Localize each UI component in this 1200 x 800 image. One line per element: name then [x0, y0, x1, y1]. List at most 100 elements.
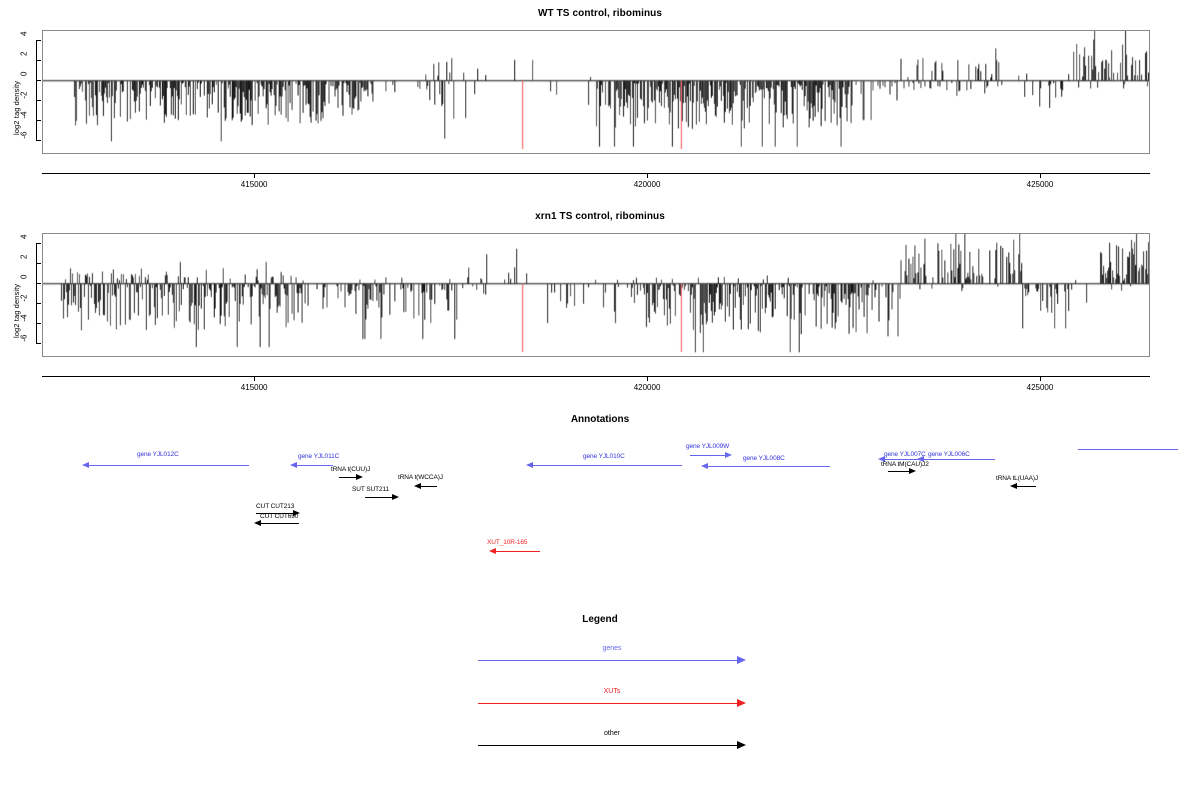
- x-tick-label: 425000: [1026, 180, 1054, 189]
- y-tick-label: -2: [19, 91, 29, 99]
- feature-line: [888, 471, 910, 472]
- y-tick-mark: [36, 120, 41, 121]
- feature-label: tRNA t(WCCA)J: [398, 474, 443, 481]
- x-axis-line-xrn1-track: [42, 376, 1150, 377]
- legend-label: genes: [602, 645, 622, 652]
- feature-line: [339, 477, 357, 478]
- y-tick-label: -2: [19, 294, 29, 302]
- x-tick-label: 415000: [240, 180, 268, 189]
- x-tick-mark: [254, 173, 256, 178]
- feature-arrowhead-right: [392, 494, 399, 500]
- x-tick-label: 420000: [633, 383, 661, 392]
- y-tick-label: -4: [19, 314, 29, 322]
- feature-arrowhead-left: [290, 462, 297, 468]
- feature-arrowhead-right: [356, 474, 363, 480]
- signal-canvas-wt: [43, 31, 1149, 153]
- x-tick-label: 420000: [633, 180, 661, 189]
- y-tick-label: 0: [19, 274, 29, 279]
- plot-area-xrn1: [42, 233, 1150, 357]
- legend-arrowhead-right: [737, 656, 746, 664]
- feature-arrowhead-left: [878, 456, 885, 462]
- feature-line: [296, 465, 333, 466]
- legend-title: Legend: [582, 614, 618, 625]
- feature-label: tRNA tM(CAU)J2: [881, 461, 929, 468]
- y-tick-label: -6: [19, 334, 29, 342]
- feature-line: [260, 523, 299, 524]
- feature-line: [420, 486, 437, 487]
- x-tick-label: 415000: [240, 383, 268, 392]
- y-tick-mark: [36, 140, 41, 141]
- feature-label: gene YJL008C: [743, 455, 785, 462]
- feature-arrowhead-left: [526, 462, 533, 468]
- x-tick-mark: [1039, 376, 1041, 381]
- legend-line: [478, 745, 740, 746]
- y-tick-mark: [36, 100, 41, 101]
- y-tick-mark: [36, 323, 41, 324]
- y-tick-mark: [36, 263, 41, 264]
- feature-label: SUT SUT211: [352, 486, 390, 493]
- y-tick-label: 2: [19, 51, 29, 56]
- y-tick-label: 2: [19, 254, 29, 259]
- y-tick-mark: [36, 80, 41, 81]
- feature-line: [532, 465, 682, 466]
- x-tick-mark: [647, 173, 649, 178]
- feature-label: XUT_10R-165: [487, 539, 528, 546]
- legend-row-other[interactable]: other: [478, 730, 746, 756]
- feature-label: gene YJL011C: [298, 453, 340, 460]
- feature-label: gene YJL009W: [686, 443, 730, 450]
- feature-line: [495, 551, 540, 552]
- feature-line: [690, 455, 726, 456]
- legend-panel: Legend genes XUTs other: [0, 605, 1200, 765]
- feature-arrowhead-left: [414, 483, 421, 489]
- y-tick-label: 4: [19, 234, 29, 239]
- legend-label: other: [604, 730, 620, 737]
- y-tick-mark: [36, 40, 41, 41]
- feature-line: [884, 459, 925, 460]
- feature-line: [365, 497, 393, 498]
- legend-row-XUTs[interactable]: XUTs: [478, 688, 746, 714]
- feature-label: gene YJL007C: [884, 451, 926, 458]
- feature-arrowhead-left: [82, 462, 89, 468]
- feature-line: [88, 465, 249, 466]
- feature-line: [1016, 486, 1036, 487]
- feature-arrowhead-right: [725, 452, 732, 458]
- y-tick-mark: [36, 60, 41, 61]
- y-tick-mark: [36, 343, 41, 344]
- x-tick-label: 425000: [1026, 383, 1054, 392]
- y-tick-label: 0: [19, 71, 29, 76]
- panel-title-xrn1: xrn1 TS control, ribominus: [535, 211, 665, 222]
- feature-label: tRNA tL(UAA)J: [996, 475, 1039, 482]
- y-axis-line-xrn1-track: [36, 243, 37, 343]
- x-tick-mark: [1039, 173, 1041, 178]
- feature-arrowhead-left: [917, 456, 924, 462]
- y-axis-line-wt-track: [36, 40, 37, 140]
- x-tick-mark: [647, 376, 649, 381]
- signal-canvas-xrn1: [43, 234, 1149, 356]
- y-tick-mark: [36, 303, 41, 304]
- feature-label: gene YJL006C: [928, 451, 970, 458]
- legend-row-genes[interactable]: genes: [478, 645, 746, 671]
- panel-title-wt: WT TS control, ribominus: [537, 8, 663, 19]
- feature-arrowhead-right: [293, 510, 300, 516]
- feature-label: gene YJL012C: [137, 451, 179, 458]
- x-axis-line-wt-track: [42, 173, 1150, 174]
- legend-arrowhead-right: [737, 741, 746, 749]
- feature-line: [1078, 449, 1178, 450]
- annotations-title: Annotations: [570, 414, 630, 425]
- feature-label: tRNA t(CUU)J: [331, 466, 371, 473]
- feature-line: [707, 466, 830, 467]
- track-plot-wt: log2 tag density: [0, 30, 1200, 170]
- legend-label: XUTs: [603, 688, 621, 695]
- y-tick-label: -6: [19, 131, 29, 139]
- x-tick-mark: [254, 376, 256, 381]
- y-tick-label: -4: [19, 111, 29, 119]
- feature-arrowhead-left: [1010, 483, 1017, 489]
- feature-line: [256, 513, 294, 514]
- feature-label: CUT CUT690: [260, 513, 299, 520]
- feature-label: gene YJL010C: [583, 453, 625, 460]
- y-tick-mark: [36, 243, 41, 244]
- feature-arrowhead-left: [489, 548, 496, 554]
- feature-label: CUT CUT213: [256, 503, 295, 510]
- legend-line: [478, 703, 740, 704]
- y-tick-label: 4: [19, 31, 29, 36]
